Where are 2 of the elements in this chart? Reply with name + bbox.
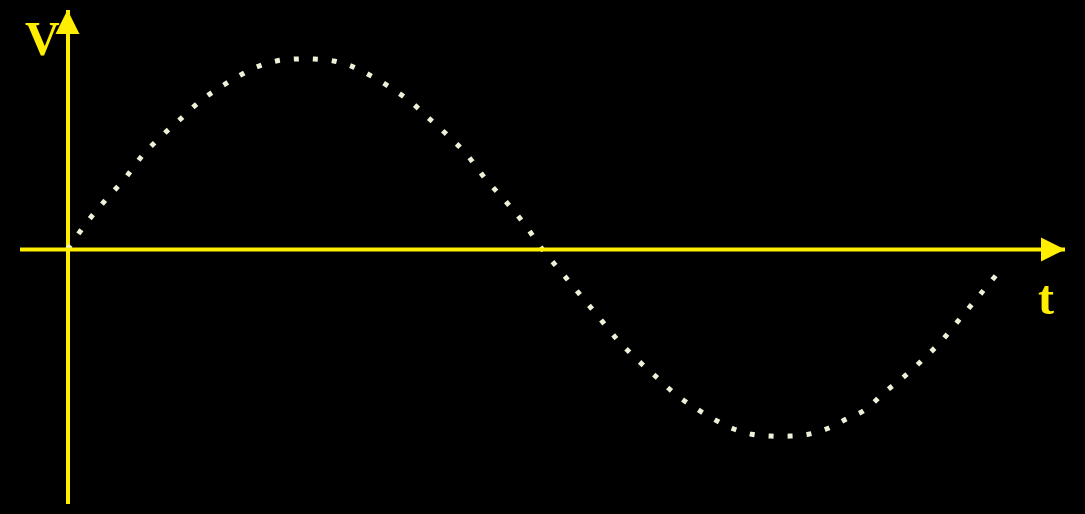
x-axis-title: t	[1038, 271, 1054, 324]
y-axis-title: V	[25, 12, 60, 65]
